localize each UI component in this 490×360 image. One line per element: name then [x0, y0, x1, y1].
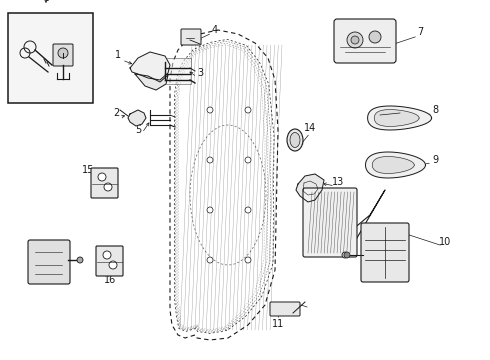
Polygon shape: [135, 74, 168, 90]
Circle shape: [207, 257, 213, 263]
Bar: [163, 58, 191, 84]
Text: 9: 9: [432, 155, 438, 165]
Circle shape: [207, 107, 213, 113]
Polygon shape: [296, 174, 324, 202]
Circle shape: [245, 257, 251, 263]
Text: 13: 13: [332, 177, 344, 187]
Polygon shape: [128, 110, 146, 126]
Polygon shape: [130, 52, 170, 80]
Ellipse shape: [290, 132, 300, 148]
FancyBboxPatch shape: [270, 302, 300, 316]
Text: 3: 3: [197, 68, 203, 78]
Text: 10: 10: [439, 237, 451, 247]
Polygon shape: [366, 152, 425, 178]
Circle shape: [351, 36, 359, 44]
FancyBboxPatch shape: [91, 168, 118, 198]
Circle shape: [369, 31, 381, 43]
Circle shape: [103, 251, 111, 259]
Circle shape: [77, 257, 83, 263]
Text: 17: 17: [32, 240, 44, 250]
Text: 12: 12: [329, 193, 341, 203]
Text: 7: 7: [417, 27, 423, 37]
FancyBboxPatch shape: [181, 29, 201, 45]
FancyBboxPatch shape: [334, 19, 396, 63]
Polygon shape: [372, 157, 414, 174]
Text: 15: 15: [82, 165, 94, 175]
Circle shape: [58, 48, 68, 58]
Ellipse shape: [287, 129, 303, 151]
Circle shape: [245, 207, 251, 213]
Circle shape: [347, 32, 363, 48]
Circle shape: [342, 252, 348, 258]
Polygon shape: [374, 109, 419, 126]
Circle shape: [98, 173, 106, 181]
Circle shape: [207, 157, 213, 163]
FancyBboxPatch shape: [53, 44, 73, 66]
FancyBboxPatch shape: [303, 188, 357, 257]
Circle shape: [245, 107, 251, 113]
Bar: [8, 13, 93, 103]
Circle shape: [104, 183, 112, 191]
Circle shape: [245, 157, 251, 163]
Text: 6: 6: [43, 0, 49, 3]
Text: 1: 1: [115, 50, 121, 60]
Text: 14: 14: [304, 123, 316, 133]
Text: 16: 16: [104, 275, 116, 285]
FancyBboxPatch shape: [28, 240, 70, 284]
FancyBboxPatch shape: [361, 223, 409, 282]
Text: 4: 4: [212, 25, 218, 35]
Text: 5: 5: [135, 125, 141, 135]
Text: 8: 8: [432, 105, 438, 115]
Text: 11: 11: [272, 319, 284, 329]
Text: 2: 2: [113, 108, 119, 118]
Polygon shape: [368, 106, 432, 130]
Circle shape: [109, 261, 117, 269]
FancyBboxPatch shape: [96, 246, 123, 276]
Circle shape: [207, 207, 213, 213]
Circle shape: [344, 252, 350, 258]
